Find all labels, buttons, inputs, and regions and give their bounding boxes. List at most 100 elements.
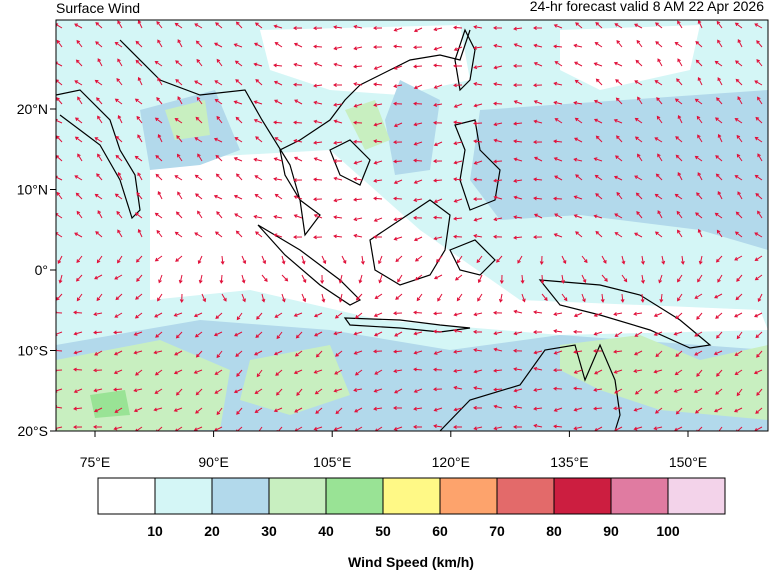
wind-arrow <box>754 174 763 181</box>
wind-arrow <box>473 65 483 70</box>
wind-arrow <box>320 274 325 284</box>
wind-arrow <box>373 331 383 337</box>
wind-arrow <box>513 331 523 336</box>
colorbar-label: 20 <box>204 523 220 539</box>
wind-arrow <box>74 23 83 29</box>
wind-arrow <box>717 39 723 48</box>
wind-arrow <box>659 293 664 303</box>
wind-arrow <box>253 118 263 124</box>
wind-arrow <box>573 329 583 334</box>
wind-arrow <box>493 368 503 373</box>
wind-arrow <box>620 293 625 303</box>
wind-arrow <box>95 41 103 48</box>
wind-arrow <box>275 388 283 396</box>
wind-arrow <box>715 255 723 263</box>
wind-arrow <box>715 312 723 319</box>
wind-arrow <box>273 407 283 413</box>
wind-arrow <box>115 154 123 162</box>
wind-arrow <box>653 312 663 318</box>
wind-arrow <box>616 191 623 200</box>
wind-arrow <box>156 97 163 105</box>
wind-arrow <box>717 133 723 143</box>
wind-arrow <box>613 349 623 354</box>
wind-arrow <box>734 175 743 181</box>
wind-arrow <box>493 217 503 222</box>
wind-arrow <box>157 190 163 200</box>
wind-arrow <box>473 160 483 165</box>
wind-arrow <box>354 426 363 431</box>
wind-arrow <box>273 214 283 219</box>
wind-arrow <box>453 103 463 108</box>
wind-arrow <box>373 160 383 165</box>
wind-arrow <box>413 215 423 220</box>
wind-arrow <box>274 42 283 48</box>
wind-arrow <box>753 369 763 375</box>
wind-arrow <box>477 293 483 302</box>
wind-arrow <box>634 80 643 86</box>
wind-arrow <box>614 23 623 29</box>
wind-arrow <box>136 192 143 200</box>
wind-arrow <box>633 311 643 316</box>
wind-arrow <box>358 274 363 284</box>
wind-arrow <box>734 22 743 29</box>
wind-arrow <box>595 135 603 143</box>
wind-arrow <box>353 46 363 51</box>
wind-arrow <box>293 156 303 162</box>
wind-arrow <box>413 101 423 106</box>
wind-arrow <box>433 329 443 334</box>
wind-arrow <box>716 331 723 339</box>
wind-arrow <box>221 293 227 302</box>
wind-arrow <box>273 233 283 238</box>
wind-arrow <box>540 274 545 284</box>
wind-arrow <box>313 44 323 49</box>
wind-arrow <box>216 58 223 67</box>
wind-arrow <box>634 175 643 181</box>
wind-arrow <box>493 138 503 143</box>
wind-arrow <box>473 217 483 222</box>
wind-arrow <box>477 274 483 284</box>
wind-arrow <box>293 62 303 67</box>
wind-arrow <box>301 293 307 303</box>
wind-arrow <box>513 348 523 353</box>
wind-arrow <box>154 312 163 318</box>
wind-arrow <box>561 274 565 284</box>
wind-arrow <box>134 312 143 319</box>
wind-arrow <box>133 407 143 413</box>
wind-arrow <box>235 230 243 238</box>
colorbar-label: 10 <box>147 523 163 539</box>
wind-arrow <box>194 23 203 29</box>
wind-arrow <box>573 43 583 48</box>
wind-arrow <box>677 229 683 238</box>
wind-arrow <box>174 231 183 238</box>
wind-arrow <box>353 177 363 181</box>
wind-arrow <box>281 293 286 303</box>
wind-arrow <box>373 102 383 107</box>
wind-patch <box>90 390 130 418</box>
wind-arrow <box>354 312 363 319</box>
wind-arrow <box>413 424 423 429</box>
wind-arrow <box>333 119 343 124</box>
wind-arrow <box>655 41 663 48</box>
wind-arrow <box>214 231 223 238</box>
wind-arrow <box>594 42 603 48</box>
wind-arrow <box>593 331 603 336</box>
wind-arrow <box>93 388 103 393</box>
wind-arrow <box>473 177 483 182</box>
wind-arrow <box>395 293 403 300</box>
wind-arrow <box>593 349 603 353</box>
wind-arrow <box>333 159 343 164</box>
coastline <box>329 139 371 186</box>
wind-arrow <box>413 141 423 146</box>
wind-arrow <box>174 22 183 29</box>
wind-arrow <box>613 369 623 374</box>
wind-arrow <box>137 134 143 143</box>
wind-arrow <box>593 118 603 124</box>
wind-arrow <box>513 100 523 105</box>
wind-arrow <box>533 119 543 124</box>
wind-arrow <box>694 407 703 414</box>
wind-arrow <box>193 426 203 431</box>
wind-arrow <box>633 426 643 431</box>
wind-arrow <box>493 234 503 239</box>
wind-arrow <box>633 350 643 356</box>
wind-arrow <box>675 312 683 320</box>
